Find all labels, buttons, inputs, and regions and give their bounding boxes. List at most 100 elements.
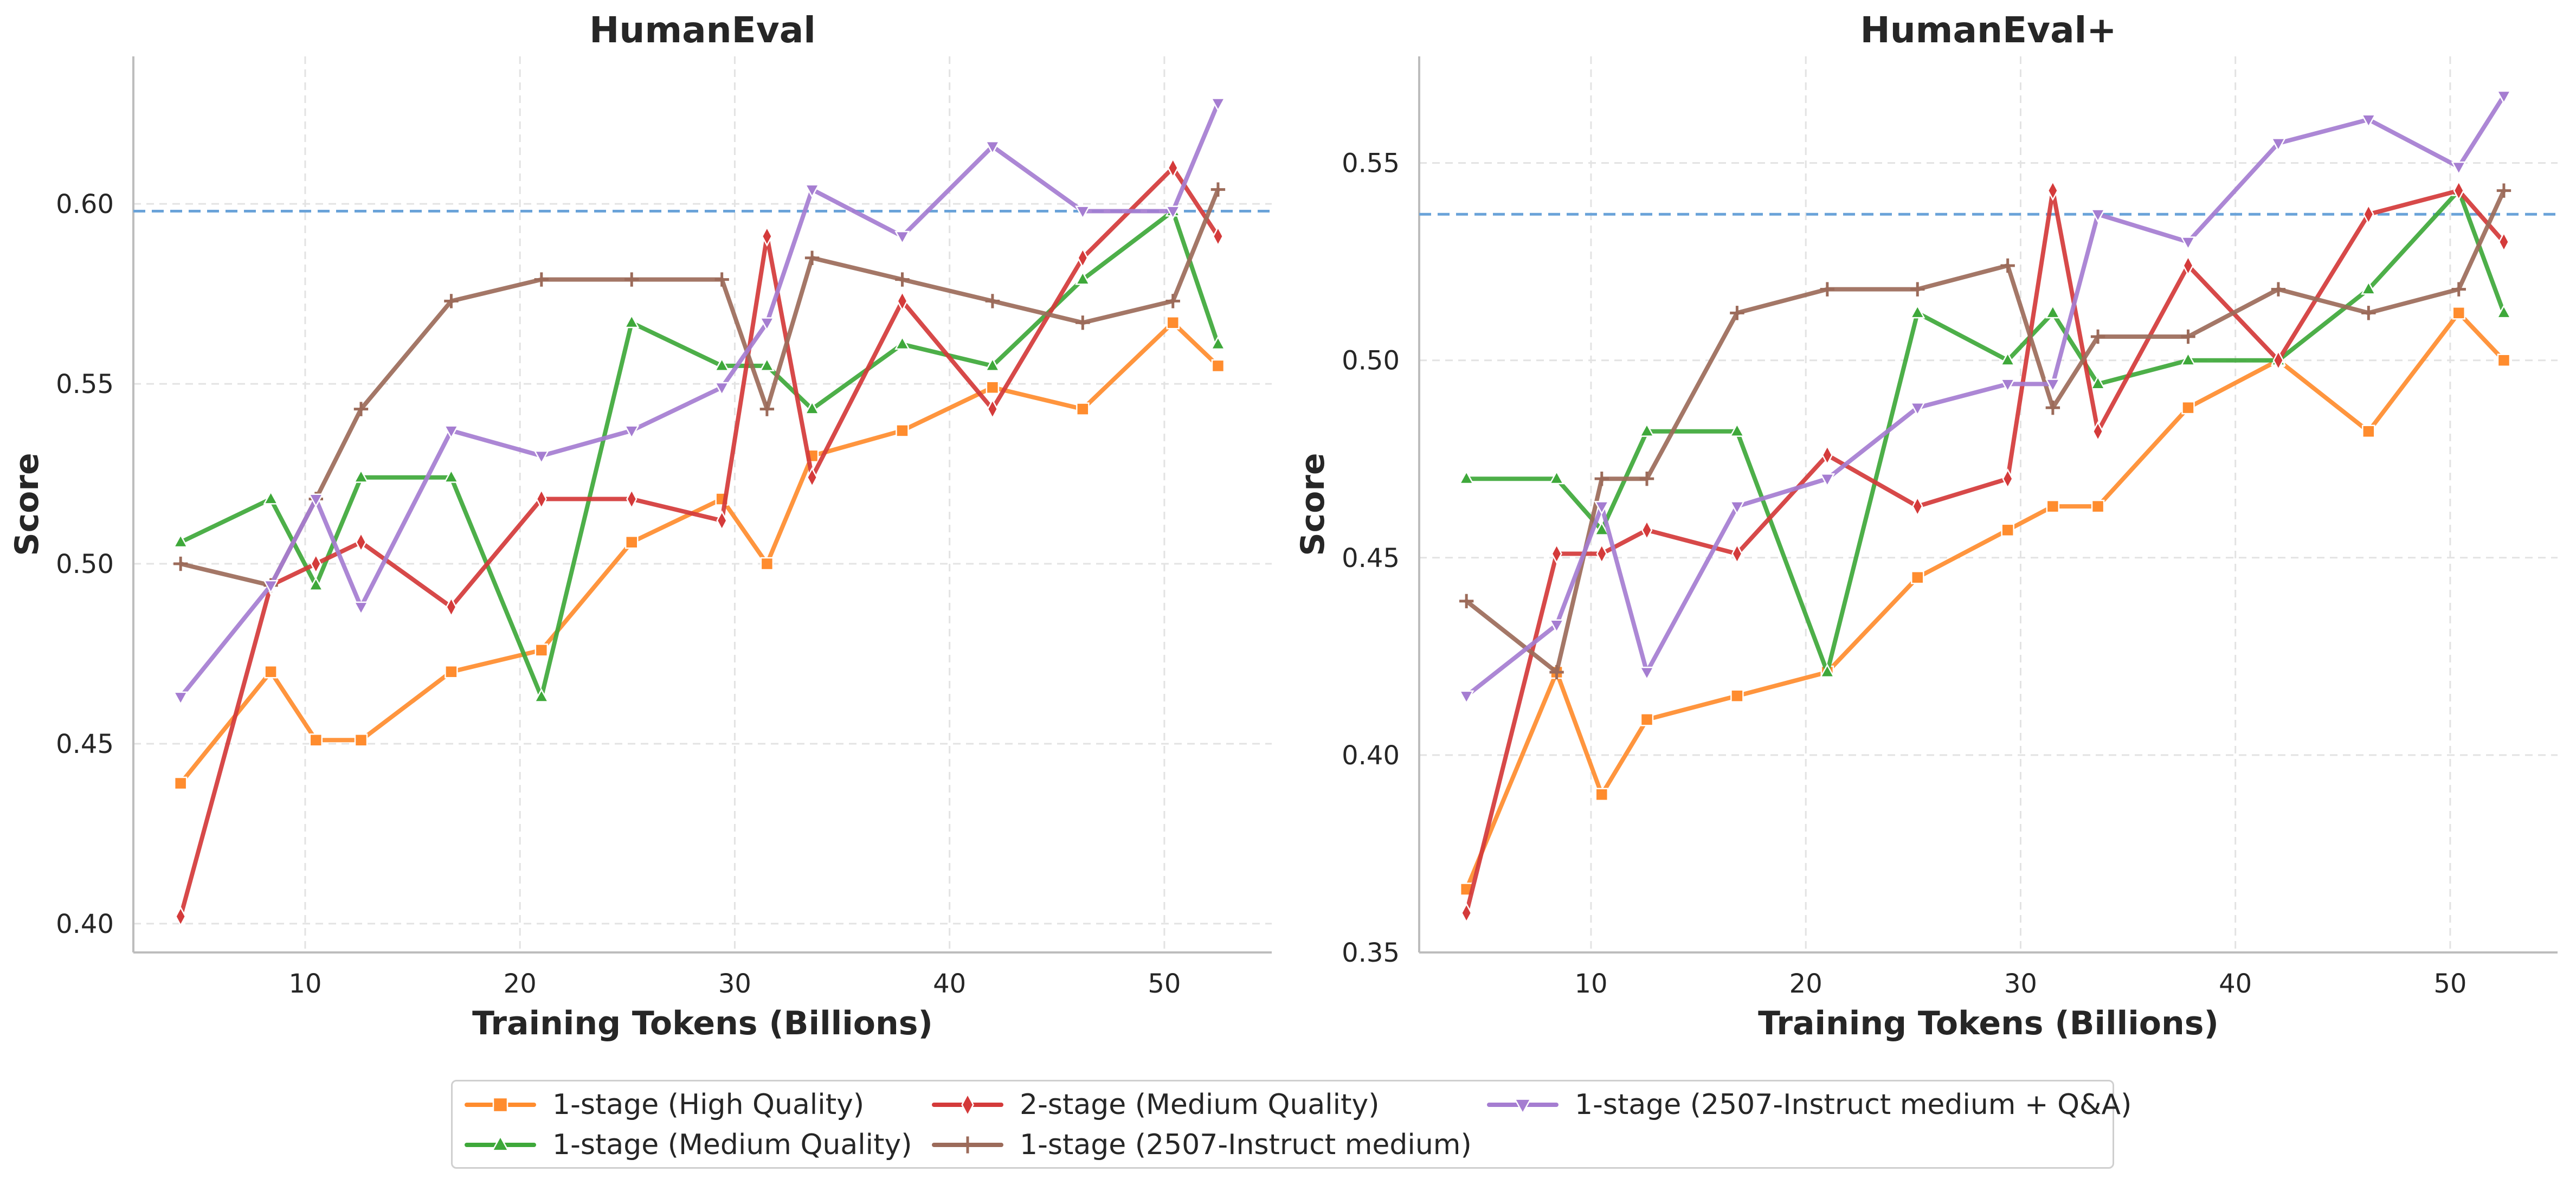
data-point bbox=[2361, 280, 2377, 295]
series-line bbox=[1464, 311, 2506, 892]
series-line bbox=[1464, 188, 2506, 674]
x-tick-label: 40 bbox=[2219, 969, 2252, 999]
data-point bbox=[2000, 258, 2015, 273]
data-point bbox=[1639, 471, 1654, 486]
x-tick-label: 50 bbox=[1148, 969, 1181, 999]
data-point bbox=[761, 226, 773, 247]
series-line bbox=[1464, 188, 2506, 916]
y-tick-label: 0.35 bbox=[1342, 938, 1400, 968]
data-point bbox=[172, 533, 189, 548]
data-point bbox=[624, 314, 640, 329]
data-point bbox=[1211, 359, 1225, 373]
y-tick-label: 0.55 bbox=[56, 369, 114, 400]
data-point bbox=[2451, 161, 2466, 176]
legend-marker bbox=[492, 1097, 508, 1113]
data-point bbox=[172, 691, 189, 706]
data-point bbox=[2497, 353, 2511, 367]
data-point bbox=[353, 468, 369, 483]
y-axis-label: Score bbox=[8, 453, 46, 556]
x-tick-label: 30 bbox=[2004, 969, 2037, 999]
data-point bbox=[1075, 205, 1091, 220]
data-point bbox=[2451, 282, 2466, 297]
data-point bbox=[1165, 205, 1181, 220]
data-point bbox=[985, 294, 1000, 308]
x-tick-label: 20 bbox=[1789, 969, 1822, 999]
legend-label: 1-stage (High Quality) bbox=[552, 1089, 865, 1121]
data-point bbox=[894, 336, 910, 350]
data-point bbox=[1551, 543, 1562, 564]
data-point bbox=[2090, 375, 2106, 390]
data-point bbox=[895, 272, 910, 287]
data-point bbox=[804, 184, 820, 198]
data-point bbox=[987, 398, 999, 420]
y-tick-label: 0.55 bbox=[1342, 149, 1400, 179]
data-point bbox=[1640, 713, 1654, 726]
data-point bbox=[2496, 90, 2512, 105]
data-point bbox=[1639, 422, 1655, 437]
data-point bbox=[806, 467, 818, 488]
legend-item-2507-instruct-medium-qa: 1-stage (2507-Instruct medium + Q&A) bbox=[1485, 1087, 2131, 1123]
x-tick-label: 10 bbox=[1574, 969, 1607, 999]
data-point bbox=[534, 643, 549, 657]
data-point bbox=[624, 535, 639, 549]
data-point bbox=[534, 272, 549, 287]
data-point bbox=[1910, 282, 1925, 297]
data-point bbox=[2090, 209, 2106, 223]
data-point bbox=[896, 424, 909, 437]
data-point bbox=[804, 250, 820, 265]
legend-label: 1-stage (Medium Quality) bbox=[552, 1129, 912, 1161]
data-point bbox=[310, 553, 322, 575]
legend-item-2507-instruct-medium: 1-stage (2507-Instruct medium) bbox=[930, 1127, 1472, 1163]
data-point bbox=[308, 493, 324, 508]
data-point bbox=[2182, 255, 2194, 276]
data-point bbox=[1730, 306, 1744, 320]
grid bbox=[1419, 56, 2558, 954]
data-point bbox=[1076, 315, 1090, 330]
data-point bbox=[984, 140, 1001, 155]
data-point bbox=[624, 425, 640, 440]
data-point bbox=[1910, 304, 1925, 319]
data-point bbox=[2046, 499, 2060, 513]
series-1 bbox=[173, 316, 1225, 790]
data-point bbox=[1819, 664, 1836, 678]
data-point bbox=[1594, 521, 1610, 536]
series-3 bbox=[1460, 180, 2510, 924]
data-point bbox=[804, 400, 820, 415]
data-point bbox=[1459, 594, 1474, 609]
legend-marker bbox=[491, 1135, 510, 1151]
y-tick-label: 0.60 bbox=[56, 189, 114, 220]
data-point bbox=[2045, 378, 2061, 393]
x-tick-label: 20 bbox=[504, 969, 537, 999]
data-point bbox=[1166, 316, 1180, 330]
data-point bbox=[759, 402, 775, 416]
data-point bbox=[2361, 114, 2377, 128]
data-point bbox=[1212, 226, 1224, 247]
data-point bbox=[2271, 282, 2286, 297]
chart-legend: 1-stage (High Quality) 1-stage (Medium Q… bbox=[451, 1080, 2131, 1169]
data-point bbox=[2452, 306, 2465, 320]
data-point bbox=[2045, 400, 2060, 415]
data-point bbox=[1594, 501, 1610, 515]
data-point bbox=[2180, 236, 2196, 251]
data-point bbox=[1596, 543, 1608, 564]
data-point bbox=[2000, 378, 2015, 393]
legend-item-high-quality: 1-stage (High Quality) bbox=[462, 1087, 864, 1123]
data-point bbox=[444, 294, 459, 308]
data-point bbox=[173, 556, 188, 571]
legend-marker bbox=[1514, 1098, 1532, 1115]
legend-label: 2-stage (Medium Quality) bbox=[1020, 1089, 1380, 1121]
data-point bbox=[2498, 231, 2510, 253]
data-point bbox=[353, 402, 369, 416]
x-tick-label: 10 bbox=[288, 969, 321, 999]
data-point bbox=[536, 488, 548, 510]
data-point bbox=[2361, 306, 2376, 320]
legend-swatch-high-quality bbox=[465, 1097, 536, 1113]
data-point bbox=[1549, 470, 1564, 485]
data-point bbox=[1912, 495, 1923, 517]
legend-swatch-2507-instruct-medium bbox=[932, 1136, 1003, 1154]
data-point bbox=[355, 532, 367, 553]
data-point bbox=[1458, 470, 1474, 485]
data-point bbox=[897, 291, 908, 312]
legend-item-2stage-medium-quality: 2-stage (Medium Quality) bbox=[930, 1087, 1380, 1123]
